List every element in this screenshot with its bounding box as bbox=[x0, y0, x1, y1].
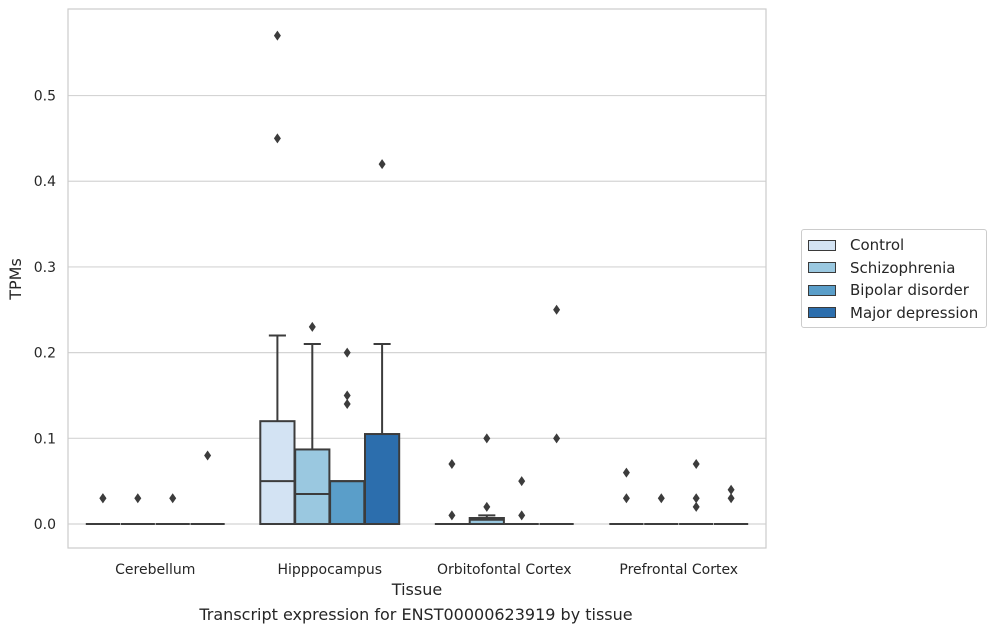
legend-label: Control bbox=[850, 236, 905, 255]
box-major-depression bbox=[713, 484, 749, 526]
box-control bbox=[434, 459, 470, 526]
legend-label: Schizophrenia bbox=[850, 258, 956, 277]
outlier-point bbox=[343, 399, 351, 410]
outlier-point bbox=[483, 501, 491, 512]
outlier-point bbox=[622, 467, 630, 478]
outlier-point bbox=[99, 493, 107, 504]
y-tick-label: 0.4 bbox=[34, 174, 56, 190]
y-tick-label: 0.5 bbox=[34, 89, 56, 105]
chart-caption: Transcript expression for ENST0000062391… bbox=[199, 605, 633, 624]
outlier-point bbox=[483, 433, 491, 444]
outlier-point bbox=[134, 493, 142, 504]
outlier-point bbox=[692, 493, 700, 504]
legend: Control Schizophrenia Bipolar disorder Majo… bbox=[801, 229, 987, 328]
box-bipolar-disorder bbox=[329, 347, 366, 526]
legend-swatch bbox=[808, 284, 836, 296]
box-body bbox=[329, 480, 366, 526]
y-tick-label: 0.3 bbox=[34, 260, 56, 276]
box-schizophrenia bbox=[468, 433, 505, 526]
x-tick-labels: Cerebellum Hipppocampus Orbitofontal Corte… bbox=[115, 562, 738, 578]
legend-swatch bbox=[808, 239, 836, 251]
box-bipolar-disorder bbox=[504, 476, 539, 526]
legend-swatch bbox=[808, 262, 836, 274]
x-tick-label: Prefrontal Cortex bbox=[619, 562, 738, 578]
outlier-point bbox=[273, 30, 281, 41]
legend-item: Major depression bbox=[802, 302, 986, 325]
y-tick-label: 0.2 bbox=[34, 346, 56, 362]
x-tick-label: Cerebellum bbox=[115, 562, 195, 578]
box-control bbox=[85, 493, 121, 526]
outlier-point bbox=[553, 304, 561, 315]
legend-label: Bipolar disorder bbox=[850, 281, 969, 300]
x-tick-label: Orbitofontal Cortex bbox=[437, 562, 572, 578]
legend-item: Control bbox=[802, 234, 986, 257]
y-tick-label: 0.0 bbox=[34, 517, 56, 533]
legend-swatch bbox=[808, 307, 836, 319]
gridlines bbox=[68, 94, 766, 525]
outlier-point bbox=[518, 476, 526, 487]
box-major-depression bbox=[539, 304, 574, 526]
box-schizophrenia bbox=[120, 493, 155, 526]
legend-label: Major depression bbox=[850, 303, 979, 322]
box-schizophrenia bbox=[644, 493, 679, 526]
outlier-point bbox=[308, 321, 316, 332]
y-tick-label: 0.1 bbox=[34, 431, 56, 447]
box-body bbox=[259, 420, 296, 526]
outlier-point bbox=[343, 347, 351, 358]
box-body bbox=[294, 448, 331, 526]
outlier-point bbox=[343, 390, 351, 401]
legend-item: Schizophrenia bbox=[802, 257, 986, 280]
y-axis-label: TPMs bbox=[6, 258, 25, 301]
box-major-depression bbox=[190, 450, 225, 526]
outlier-point bbox=[273, 133, 281, 144]
box-bipolar-disorder bbox=[155, 493, 190, 526]
legend-item: Bipolar disorder bbox=[802, 279, 986, 302]
box-major-depression bbox=[363, 159, 401, 526]
outlier-point bbox=[448, 510, 456, 521]
outlier-point bbox=[727, 493, 735, 504]
outlier-point bbox=[622, 493, 630, 504]
box-series bbox=[85, 30, 749, 526]
y-tick-labels: 0.0 0.1 0.2 0.3 0.4 0.5 bbox=[34, 89, 56, 533]
outlier-point bbox=[518, 510, 526, 521]
box-control bbox=[609, 467, 644, 526]
box-control bbox=[259, 30, 296, 526]
box-bipolar-disorder bbox=[679, 459, 714, 526]
outlier-point bbox=[692, 501, 700, 512]
outlier-point bbox=[727, 484, 735, 495]
outlier-point bbox=[657, 493, 665, 504]
x-axis-label: Tissue bbox=[391, 580, 442, 599]
outlier-point bbox=[169, 493, 177, 504]
x-tick-label: Hipppocampus bbox=[277, 562, 382, 578]
box-body bbox=[363, 433, 401, 526]
outlier-point bbox=[204, 450, 212, 461]
outlier-point bbox=[553, 433, 561, 444]
outlier-point bbox=[448, 459, 456, 470]
outlier-point bbox=[378, 159, 386, 170]
box-body bbox=[468, 517, 505, 526]
plot-frame bbox=[67, 8, 767, 549]
outlier-point bbox=[692, 459, 700, 470]
